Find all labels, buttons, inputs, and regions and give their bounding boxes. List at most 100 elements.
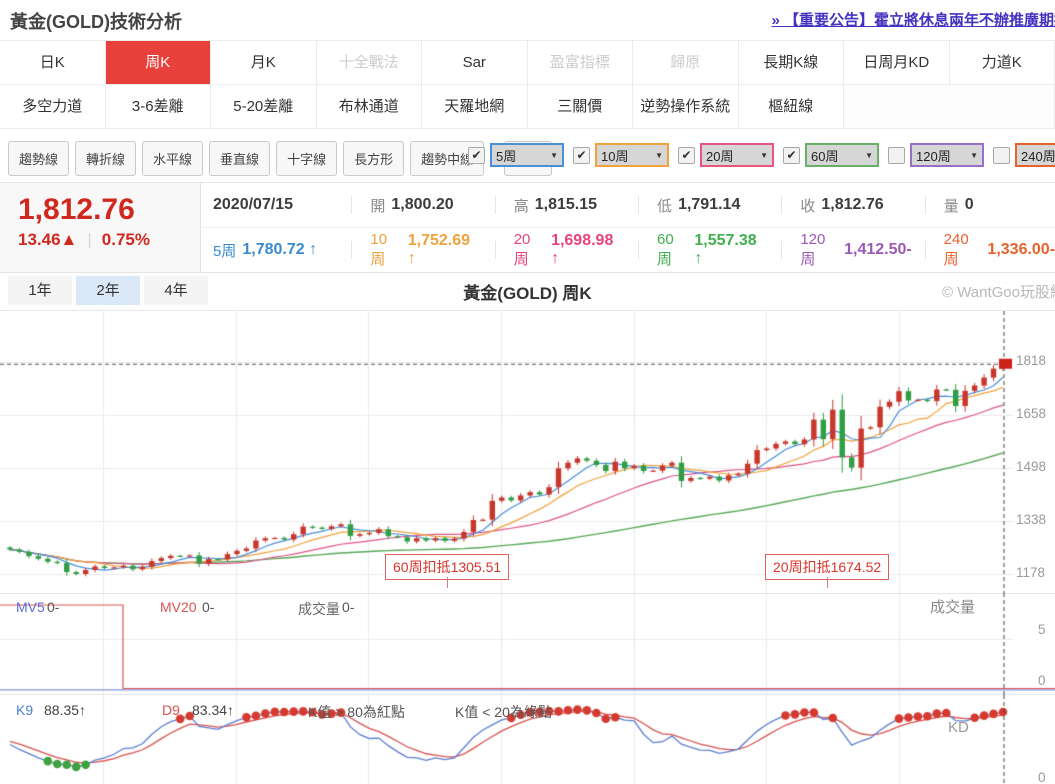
divider: [494, 241, 496, 259]
kd-chart-canvas[interactable]: [0, 695, 1055, 784]
ma-dropdown-10周[interactable]: 10周 ▼: [595, 143, 669, 167]
annotation-tick: [827, 577, 828, 588]
ma-dropdown-label: 60周: [811, 148, 839, 164]
volume-label: 成交量: [298, 601, 340, 617]
divider: [351, 196, 353, 214]
ma-dropdown-60周[interactable]: 60周 ▼: [805, 143, 879, 167]
announcement-link[interactable]: » 【重要公告】霍立將休息兩年不辦推廣期招: [771, 12, 1055, 29]
tab-日周月KD[interactable]: 日周月KD: [844, 41, 950, 85]
ma-dropdown-120周[interactable]: 120周 ▼: [910, 143, 984, 167]
mv20-label: MV20: [160, 599, 197, 615]
tab-天羅地網[interactable]: 天羅地網: [422, 85, 528, 129]
chevron-down-icon: ▼: [655, 150, 663, 160]
ohlc-value: 0: [964, 196, 974, 213]
divider: [638, 196, 640, 214]
ma-checkbox-20周[interactable]: ✔: [678, 146, 695, 164]
draw-tools: 趨勢線轉折線水平線垂直線十字線長方形趨勢中線清除: [8, 141, 553, 176]
tab-歸原[interactable]: 歸原: [633, 41, 739, 85]
tab-5-20差離[interactable]: 5-20差離: [211, 85, 317, 129]
tool-長方形[interactable]: 長方形: [343, 141, 405, 176]
ohlc-item-收: 收 1,812.76: [768, 195, 911, 216]
draw-toolbar: 趨勢線轉折線水平線垂直線十字線長方形趨勢中線清除 ✔5周▼✔10周▼✔20周▼✔…: [0, 129, 1055, 182]
ma-label: 240周: [943, 231, 969, 268]
chevron-down-icon: ▼: [865, 150, 873, 160]
ma-value: 1,412.50-: [844, 241, 912, 258]
ma-selector-group: ✔ 5周 ▼ ✔ 10周 ▼ ✔ 20周 ▼ ✔ 60周 ▼ 120周 ▼ 240周▼: [468, 143, 1055, 167]
chart-area: MV5 0- MV20 0- 成交量 0- 成交量 5 0 K9 88.35↑ …: [0, 310, 1055, 784]
ma-selector-60周: ✔ 60周 ▼: [783, 143, 879, 167]
ma-label: 120周: [800, 231, 826, 268]
divider: [781, 196, 783, 214]
price-tick-1498: 1498: [1016, 459, 1047, 474]
tab-月K[interactable]: 月K: [211, 41, 317, 85]
tool-垂直線[interactable]: 垂直線: [209, 141, 271, 176]
tab-布林通道[interactable]: 布林通道: [316, 85, 422, 129]
last-price: 1,812.76: [18, 193, 135, 226]
tab-Sar[interactable]: Sar: [422, 41, 528, 85]
range-button-4年[interactable]: 4年: [144, 276, 208, 305]
kd-note-red: K值 > 80為紅點: [308, 704, 405, 720]
ma-label: 5周: [213, 242, 237, 260]
ma-value: 1,752.69 ↑: [407, 232, 471, 267]
tool-水平線[interactable]: 水平線: [142, 141, 204, 176]
ma-values-row: 5周 1,780.72 ↑ 10周 1,752.69 ↑ 20周 1,698.98 ↑ 60…: [200, 228, 1055, 272]
ma-dropdown-240周[interactable]: 240周▼: [1015, 143, 1055, 167]
tab-樞紐線[interactable]: 樞紐線: [738, 85, 844, 129]
kd-note-green: K值 < 20為綠點: [455, 704, 552, 720]
chart-header: 1年 2年 4年 黃金(GOLD) 周K © WantGoo玩股網: [0, 271, 1055, 310]
ma-value-5周: 5周 1,780.72 ↑: [200, 240, 338, 261]
ma-value-60周: 60周 1,557.38 ↑: [625, 231, 768, 269]
ohlc-label: 高: [513, 197, 529, 215]
tool-轉折線[interactable]: 轉折線: [75, 141, 137, 176]
d9-label: D9: [162, 702, 180, 718]
ma-selector-20周: ✔ 20周 ▼: [678, 143, 774, 167]
quote-panel: 1,812.76 13.46▲ | 0.75% 2020/07/15 開 1,800…: [0, 182, 1055, 273]
ma-selector-10周: ✔ 10周 ▼: [573, 143, 669, 167]
divider: [638, 241, 640, 259]
nav-tab-grid: 日K 周K 月K 十全戰法 Sar 盈富指標 歸原 長期K線 日周月KD 力道K 多空力道 3-6差離…: [0, 40, 1055, 129]
range-button-1年[interactable]: 1年: [8, 276, 72, 305]
tool-十字線[interactable]: 十字線: [276, 141, 338, 176]
ma-checkbox-10周[interactable]: ✔: [573, 146, 590, 164]
tab-周K[interactable]: 周K: [105, 41, 211, 85]
ma-dropdown-5周[interactable]: 5周 ▼: [490, 143, 564, 167]
d9-value: 83.34↑: [192, 702, 235, 718]
ma-checkbox-240周[interactable]: [993, 146, 1010, 164]
volume-chart-canvas[interactable]: [0, 593, 1055, 695]
chevron-down-icon: ▼: [760, 150, 768, 160]
ma-label: 20周: [513, 231, 531, 268]
quote-rows: 2020/07/15 開 1,800.20 高 1,815.15 低 1,791.14 收 1,…: [200, 183, 1055, 272]
mv5-value: 0-: [47, 599, 60, 615]
divider: [924, 241, 926, 259]
volume-value: 0-: [342, 599, 355, 615]
price-change: 13.46▲ | 0.75%: [18, 230, 200, 250]
ma-checkbox-5周[interactable]: ✔: [468, 146, 485, 164]
ma-dropdown-label: 5周: [496, 148, 517, 164]
ma-dropdown-20周[interactable]: 20周 ▼: [700, 143, 774, 167]
ohlc-value: 2020/07/15: [213, 196, 294, 213]
tab-力道K[interactable]: 力道K: [949, 41, 1055, 85]
ma-dropdown-label: 120周: [916, 148, 951, 164]
header: 黃金(GOLD)技術分析 » 【重要公告】霍立將休息兩年不辦推廣期招: [0, 0, 1055, 40]
range-button-2年[interactable]: 2年: [76, 276, 140, 305]
ma-checkbox-60周[interactable]: ✔: [783, 146, 800, 164]
tab-多空力道[interactable]: 多空力道: [0, 85, 106, 129]
copyright: © WantGoo玩股網: [941, 284, 1055, 301]
tool-趨勢線[interactable]: 趨勢線: [8, 141, 70, 176]
tab-日K[interactable]: 日K: [0, 41, 106, 85]
tab-十全戰法[interactable]: 十全戰法: [316, 41, 422, 85]
divider: [494, 196, 496, 214]
tab-逆勢操作系統[interactable]: 逆勢操作系統: [633, 85, 739, 129]
tab-三關價[interactable]: 三關價: [527, 85, 633, 129]
main-chart-canvas[interactable]: [0, 311, 1055, 593]
ma-dropdown-label: 10周: [601, 148, 629, 164]
divider: [924, 196, 926, 214]
ma-label: 10周: [370, 231, 388, 268]
annotation-ma20-deduction: 20周扣抵1674.52: [765, 554, 890, 580]
ma-checkbox-120周[interactable]: [888, 146, 905, 164]
tab-長期K線[interactable]: 長期K線: [738, 41, 844, 85]
tab-3-6差離[interactable]: 3-6差離: [105, 85, 211, 129]
ma-value-240周: 240周 1,336.00-: [912, 231, 1055, 269]
tab-盈富指標[interactable]: 盈富指標: [527, 41, 633, 85]
